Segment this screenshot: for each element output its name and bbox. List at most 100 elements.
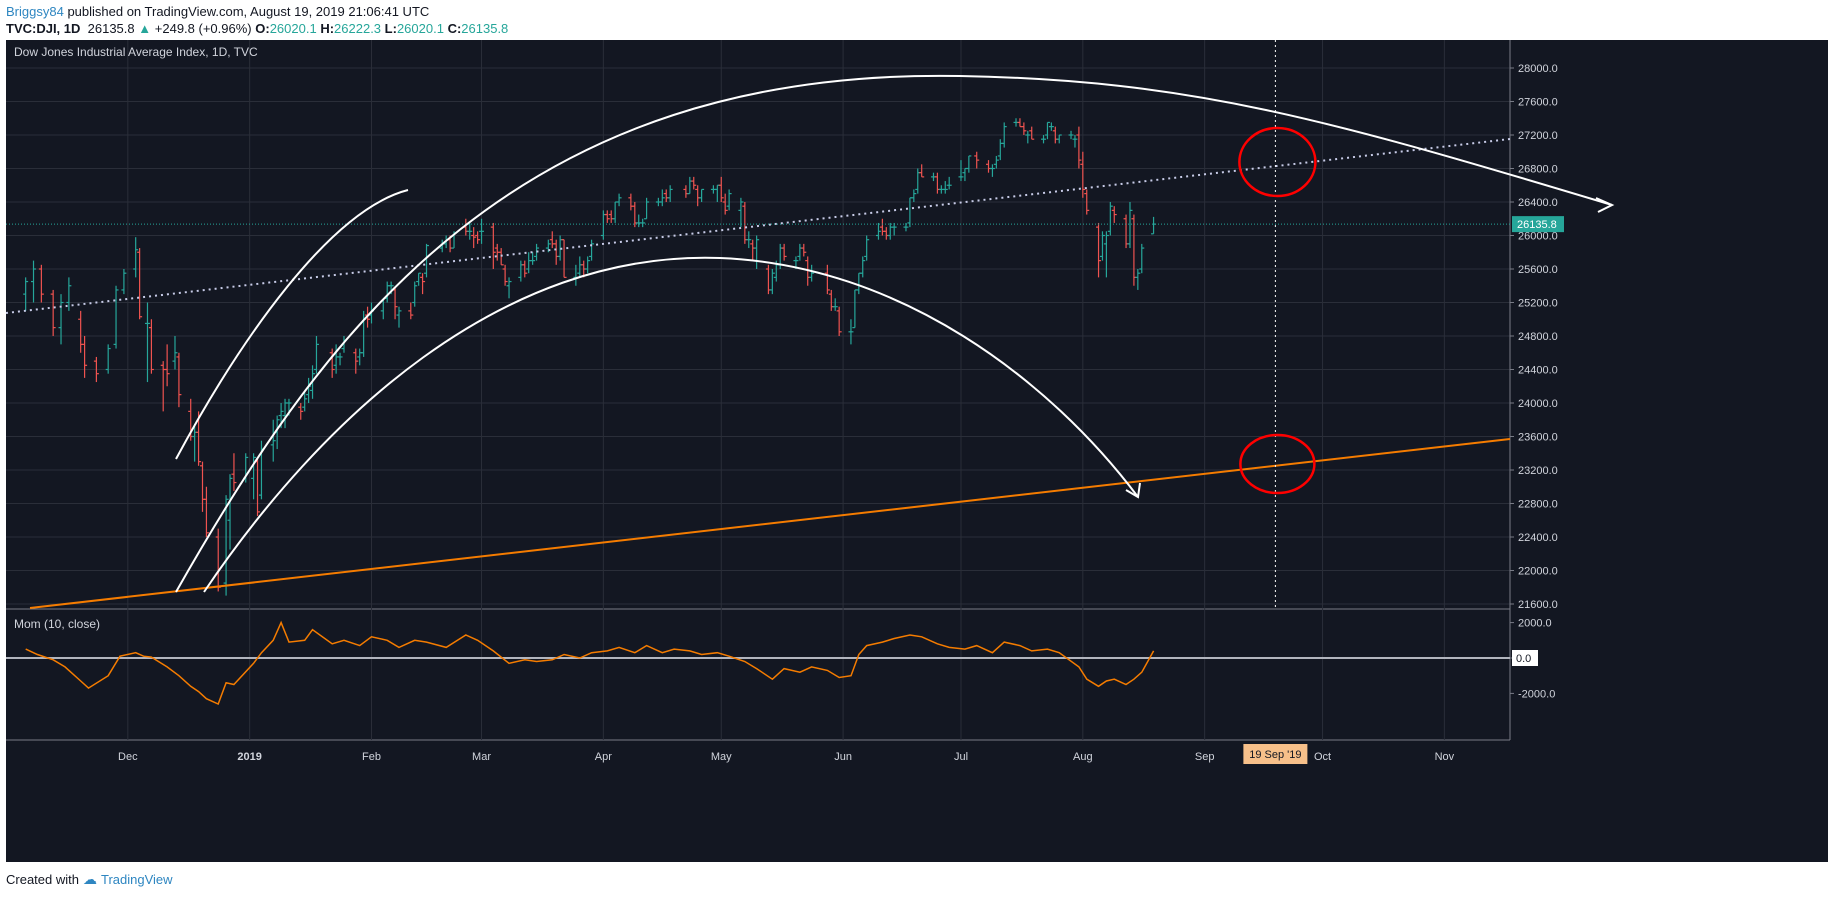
tradingview-brand[interactable]: TradingView [100,872,173,887]
ohlc-bar [726,189,732,211]
ohlc-bar [231,453,237,491]
ohlc-bar [718,176,724,202]
ohlc-bar [1044,121,1050,140]
ohlc-bar [781,243,787,261]
close-value: 26135.8 [461,21,509,36]
ohlc-bar [329,348,335,378]
ohlc-bar [754,235,760,269]
ohlc-bar [911,189,917,202]
chart-canvas[interactable]: 28000.0 27600.0 27200.0 26800.0 26400.0 26000… [0,40,1828,902]
ohlc-bar [148,319,154,374]
ohlc-bar [903,222,909,232]
ohlc-bar [1099,231,1105,261]
ohlc-bar [490,222,496,269]
tradingview-logo-icon[interactable]: ☁ [82,871,97,887]
ohlc-bar [471,227,477,249]
price-tick-label: 26400.0 [1518,197,1558,209]
ohlc-bar [891,222,897,236]
ohlc-legend: TVC:DJI, 1D 26135.8 ▲ +249.8 (+0.96%) O:… [6,21,508,36]
open-value: 26020.1 [269,21,317,36]
ohlc-bar [1107,202,1113,236]
left-rising-line [175,189,409,460]
ohlc-bar [475,231,481,244]
ohlc-bar [1127,202,1133,249]
momentum-tick-label: -2000.0 [1518,688,1555,700]
price-tick-label: 27600.0 [1518,97,1558,109]
ohlc-bar [824,264,830,295]
price-tick-label: 22000.0 [1518,566,1558,578]
up-arrow-icon: ▲ [138,21,152,36]
time-tick-label: 2019 [237,751,261,763]
ohlc-bar [420,273,426,295]
momentum-zero-label: 0.0 [1516,653,1531,665]
ohlc-bar [82,336,88,378]
price-axis-background [1510,40,1828,862]
ohlc-bar [864,235,870,261]
ohlc-bar [1072,135,1078,148]
ohlc-bar [989,164,995,177]
ohlc-bar [640,218,646,228]
ohlc-bar [113,285,119,349]
price-tick-label: 27200.0 [1518,130,1558,142]
ohlc-bar [801,243,807,257]
ohlc-bar [50,289,56,336]
chart-title: Dow Jones Industrial Average Index, 1D, … [14,45,258,59]
ohlc-bar [93,356,99,383]
high-label: H: [320,21,335,36]
ohlc-bar [530,252,536,265]
ohlc-bar [1029,126,1035,140]
ohlc-bar [644,197,650,220]
ohlc-bar [1076,126,1082,169]
ohlc-bar [172,336,178,370]
price-axis[interactable]: 28000.0 27600.0 27200.0 26800.0 26400.0 26000… [1509,40,1828,862]
ohlc-bar [1103,231,1109,278]
ohlc-bar [353,348,359,374]
ohlc-bar [176,352,182,408]
last-price: 26135.8 [87,21,135,36]
momentum-zero-badge [1512,650,1538,666]
ohlc-bar [1139,243,1145,274]
ohlc-bar [58,294,64,345]
ohlc-bar [23,277,29,311]
momentum-title: Mom (10, close) [14,617,100,631]
ohlc-bar [1048,122,1054,131]
ohlc-bar [946,176,952,190]
dotted-trendline [5,138,1511,314]
low-label: L: [384,21,397,36]
ohlc-bar [38,264,44,303]
price-tick-label: 23600.0 [1518,432,1558,444]
price-tick-label: 23200.0 [1518,465,1558,477]
time-tick-label: Feb [362,751,381,763]
time-axis[interactable]: Dec 2019 Feb Mar Apr May Jun Jul Aug Sep Oct Nov 19 … [118,744,1455,764]
ohlc-bar [1084,189,1090,215]
time-tick-label: Mar [472,751,491,763]
ohlc-bar [223,495,229,596]
momentum-pane [6,620,1510,706]
time-tick-label: Oct [1314,751,1331,763]
momentum-axis[interactable]: 2000.0 0.0 -2000.0 [1510,618,1555,701]
ohlc-bar [659,189,665,207]
ohlc-bar [1041,135,1047,144]
ohlc-bar [919,164,925,178]
author-link[interactable]: Briggsy84 [6,4,64,19]
ohlc-bar [966,155,972,173]
price-tick-label: 26000.0 [1518,231,1558,243]
created-with-text: Created with [6,872,79,887]
ohlc-bar [942,181,948,194]
low-value: 26020.1 [396,21,444,36]
ohlc-bar [506,277,512,299]
ohlc-bar [203,486,209,537]
ohlc-bar [722,193,728,215]
ohlc-bar [836,306,842,336]
price-tick-label: 24800.0 [1518,331,1558,343]
ohlc-bar [691,176,697,190]
ohlc-bar [1025,130,1031,144]
ohlc-bar [137,248,143,320]
ohlc-bar [479,218,485,244]
price-tick-label: 24000.0 [1518,398,1558,410]
ohlc-bar [66,277,72,311]
ohlc-bar [424,243,430,278]
time-tick-label: Jul [954,751,968,763]
time-tick-label: May [711,751,732,763]
price-tick-label: 26800.0 [1518,164,1558,176]
